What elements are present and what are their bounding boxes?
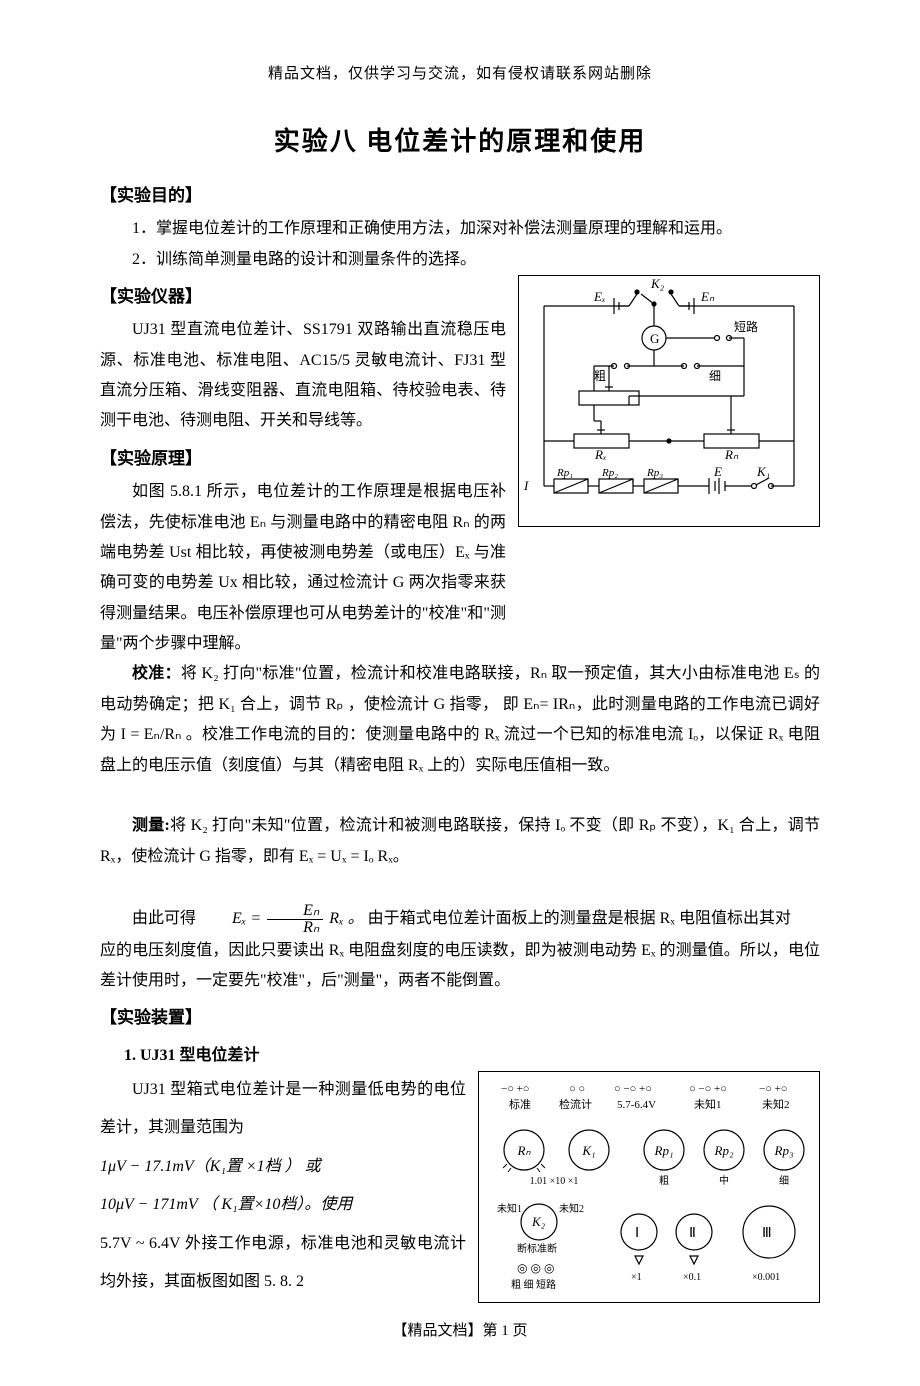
d2-dots-b: 粗 细 短路 [511, 1278, 556, 1291]
circuit-diagram-1: K₂ Eₓ Eₙ G 短路 粗 细 Rₓ Rₙ Rp₁ Rp₂ Rp₃ E K₁… [518, 275, 820, 527]
apparatus-body1: UJ31 型箱式电位差计是一种测量低电势的电位差计，其测量范围为 [100, 1071, 466, 1148]
d1-rp2: Rp₂ [601, 467, 618, 479]
d2-a3: ×0.001 [752, 1272, 780, 1283]
d2-rp1-b: 粗 [659, 1175, 669, 1187]
objective-item-1: 1．掌握电位差计的工作原理和正确使用方法，加深对补偿法测量原理的理解和运用。 [100, 214, 820, 244]
page: 精品文档，仅供学习与交流，如有侵权请联系网站删除 实验八 电位差计的原理和使用 … [0, 0, 920, 1386]
section-objective-heading: 【实验目的】 [100, 180, 820, 212]
principle-p2: 校准：将 K₂ 打向"标准"位置，检流计和校准电路联接，Rₙ 取一预定值，其大小… [100, 659, 820, 781]
p4-suffix: 由于箱式电位差计面板上的测量盘是根据 Rₓ 电阻值标出其对 [368, 910, 791, 927]
fraction: Eₙ Rₙ [267, 903, 323, 936]
frac-num: Eₙ [267, 903, 323, 920]
d1-fine: 细 [709, 369, 721, 383]
d2-k2-b: 断标准断 [517, 1242, 557, 1255]
d2-a1: ×1 [631, 1272, 642, 1283]
d2-dots: ◎ ◎ ◎ [517, 1261, 554, 1275]
apparatus-body2: 5.7V ~ 6.4V 外接工作电源，标准电池和灵敏电流计均外接，其面板图如图 … [100, 1225, 466, 1302]
page-title: 实验八 电位差计的原理和使用 [100, 117, 820, 166]
d2-t1: ○ ○ [569, 1083, 585, 1095]
d1-ex: Eₓ [593, 289, 606, 304]
principle-p3: 测量:将 K₂ 打向"未知"位置，检流计和被测电路联接，保持 Iₒ 不变（即 R… [100, 811, 820, 872]
d1-rp3: Rp₃ [646, 467, 663, 479]
d1-rn: Rₙ [724, 447, 739, 462]
d1-i: I [523, 478, 529, 493]
d2-t2: ○ −○ +○ [614, 1083, 652, 1095]
d2-rn-b: 1.01 ×10 ×1 [530, 1176, 579, 1187]
d2-II: Ⅱ [689, 1226, 696, 1241]
apparatus-row: UJ31 型箱式电位差计是一种测量低电势的电位差计，其测量范围为 1μV − 1… [100, 1071, 820, 1303]
section-apparatus-heading: 【实验装置】 [100, 1002, 820, 1034]
d1-short: 短路 [734, 319, 758, 334]
d2-a2: ×0.1 [683, 1272, 701, 1283]
section-principle-heading: 【实验原理】 [100, 443, 506, 475]
d1-e: E [713, 464, 722, 479]
apparatus-range2: 10μV − 171mV （ K₁置×10档）。使用 [100, 1186, 466, 1224]
instruments-body: UJ31 型直流电位差计、SS1791 双路输出直流稳压电源、标准电池、标准电阻… [100, 315, 506, 437]
d2-rp1: Rp₁ [654, 1143, 674, 1158]
d2-k2: K₂ [531, 1214, 546, 1229]
principle-p4: 由此可得 Eₓ = Eₙ Rₙ Rₓ 。 由于箱式电位差计面板上的测量盘是根据 … [100, 903, 820, 936]
d2-k2-l: 未知1 [497, 1202, 522, 1215]
d2-t4: −○ +○ [759, 1083, 787, 1095]
d2-III: Ⅲ [762, 1226, 772, 1241]
d2-rp3: Rp₃ [774, 1143, 794, 1158]
d2-k2-r: 未知2 [559, 1202, 584, 1215]
d1-k1: K₁ [756, 464, 770, 479]
d2-rp2-b: 中 [719, 1174, 729, 1187]
d1-rp1: Rp₁ [556, 467, 573, 479]
d1-en: Eₙ [700, 289, 715, 304]
d2-rp3-b: 细 [779, 1174, 789, 1187]
apparatus-range1: 1μV − 17.1mV（K₁置 ×1档 ） 或 [100, 1148, 466, 1186]
instruments-and-diagram: 【实验仪器】 UJ31 型直流电位差计、SS1791 双路输出直流稳压电源、标准… [100, 275, 820, 660]
header-note: 精品文档，仅供学习与交流，如有侵权请联系网站删除 [100, 60, 820, 89]
p4-prefix: 由此可得 [132, 910, 196, 927]
d2-k1: K₁ [581, 1143, 595, 1158]
d2-tl4: 未知2 [762, 1097, 790, 1111]
calibrate-text: 将 K₂ 打向"标准"位置，检流计和校准电路联接，Rₙ 取一预定值，其大小由标准… [100, 665, 820, 773]
footer: 【精品文档】第 1 页 [100, 1317, 820, 1346]
measure-text: 将 K₂ 打向"未知"位置，检流计和被测电路联接，保持 Iₒ 不变（即 Rₚ 不… [100, 817, 820, 864]
principle-p1: 如图 5.8.1 所示，电位差计的工作原理是根据电压补偿法，先使标准电池 Eₙ … [100, 477, 506, 659]
calibrate-label: 校准： [132, 665, 181, 682]
d2-t3: ○ −○ +○ [689, 1083, 727, 1095]
d1-rx: Rₓ [594, 447, 607, 462]
section-instruments-heading: 【实验仪器】 [100, 281, 506, 313]
d2-rp2: Rp₂ [714, 1143, 734, 1158]
d1-coarse: 粗 [594, 369, 606, 383]
formula: Eₓ = Eₙ Rₙ Rₓ 。 [200, 903, 364, 936]
measure-label: 测量: [132, 817, 170, 834]
d2-I: Ⅰ [635, 1226, 639, 1241]
d2-tl1: 检流计 [559, 1097, 592, 1111]
apparatus-sub1: 1. UJ31 型电位差计 [100, 1041, 820, 1071]
objective-item-2: 2．训练简单测量电路的设计和测量条件的选择。 [100, 245, 820, 275]
d2-t0: −○ +○ [501, 1083, 529, 1095]
frac-den: Rₙ [267, 920, 323, 936]
d1-k2: K₂ [650, 276, 665, 291]
formula-left: Eₓ = [232, 910, 261, 927]
d2-tl3: 未知1 [694, 1097, 722, 1111]
formula-right: Rₓ 。 [329, 910, 363, 927]
d2-rn: Rₙ [516, 1143, 531, 1158]
panel-diagram-2: −○ +○ ○ ○ ○ −○ +○ ○ −○ +○ −○ +○ 标准 检流计 5… [478, 1071, 820, 1303]
principle-p5: 应的电压刻度值，因此只要读出 Rₓ 电阻盘刻度的电压读数，即为被测电动势 Eₓ … [100, 936, 820, 997]
d2-tl0: 标准 [509, 1097, 531, 1111]
d2-tl2: 5.7-6.4V [617, 1099, 656, 1111]
d1-g: G [650, 331, 659, 346]
